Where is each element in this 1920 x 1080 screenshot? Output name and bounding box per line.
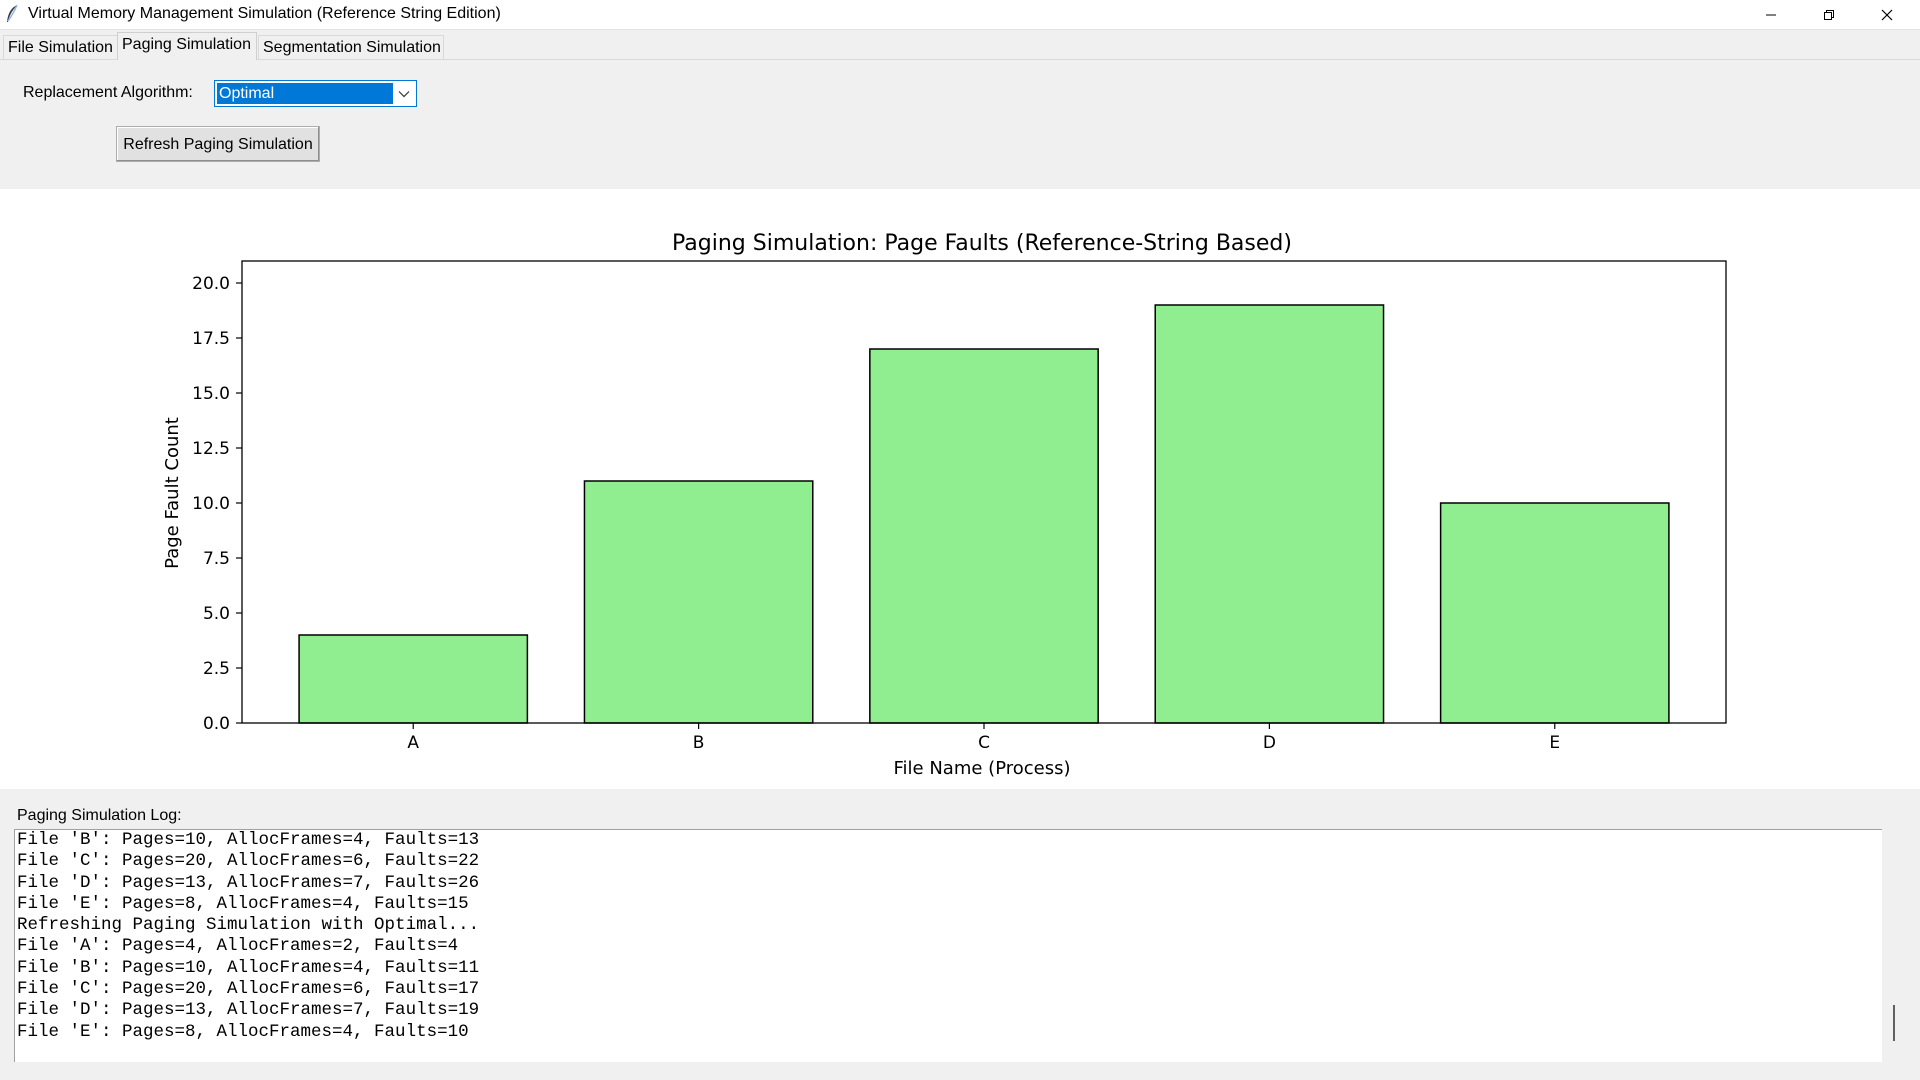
- log-line: File 'D': Pages=13, AllocFrames=7, Fault…: [17, 872, 480, 893]
- log-line: File 'C': Pages=20, AllocFrames=6, Fault…: [17, 979, 480, 1000]
- y-axis-label: Page Fault Count: [162, 417, 183, 569]
- tab-divider: [0, 59, 1920, 60]
- feather-icon: [7, 4, 18, 22]
- y-tick-label: 17.5: [192, 329, 230, 349]
- chart-title: Paging Simulation: Page Faults (Referenc…: [672, 231, 1292, 256]
- page-fault-chart: Paging Simulation: Page Faults (Referenc…: [162, 231, 1727, 779]
- tab-strip: File Simulation Paging Simulation Segmen…: [0, 30, 1920, 60]
- close-icon: [1881, 9, 1893, 20]
- plot-frame: [241, 260, 1727, 724]
- algorithm-selected-value[interactable]: Optimal: [216, 82, 394, 105]
- log-line: File 'B': Pages=10, AllocFrames=4, Fault…: [17, 830, 480, 850]
- algorithm-label: Replacement Algorithm:: [23, 84, 193, 101]
- log-line: File 'C': Pages=20, AllocFrames=6, Fault…: [17, 851, 480, 872]
- y-tick-label: 0.0: [203, 714, 230, 734]
- y-tick-label: 20.0: [192, 274, 230, 294]
- tab-segmentation-simulation[interactable]: Segmentation Simulation: [258, 35, 444, 59]
- chart-area: Paging Simulation: Page Faults (Referenc…: [0, 189, 1920, 789]
- log-line: File 'E': Pages=8, AllocFrames=4, Faults…: [17, 893, 469, 914]
- title-bar: Virtual Memory Management Simulation (Re…: [0, 0, 1920, 30]
- minimize-icon: [1766, 14, 1776, 15]
- dropdown-button[interactable]: [394, 84, 414, 103]
- x-tick-label: D: [1263, 733, 1276, 753]
- y-tick-label: 15.0: [192, 384, 230, 404]
- x-tick-label: B: [693, 733, 705, 753]
- bar-D: [1154, 304, 1385, 724]
- tab-file-simulation[interactable]: File Simulation: [3, 35, 119, 59]
- x-axis: A B C D E: [407, 723, 1560, 753]
- bar-A: [298, 634, 529, 724]
- restore-button[interactable]: [1800, 0, 1858, 29]
- log-line: Refreshing Paging Simulation with Optima…: [17, 915, 480, 936]
- bars-group: [298, 304, 1670, 724]
- log-line: File 'E': Pages=8, AllocFrames=4, Faults…: [17, 1021, 469, 1042]
- y-tick-label: 10.0: [192, 494, 230, 514]
- y-tick-label: 2.5: [203, 659, 230, 679]
- restore-icon: [1824, 9, 1834, 20]
- bar-C: [869, 348, 1099, 724]
- log-line: File 'D': Pages=13, AllocFrames=7, Fault…: [17, 1000, 480, 1021]
- log-line: File 'A': Pages=4, AllocFrames=2, Faults…: [17, 936, 459, 957]
- y-tick-label: 12.5: [192, 439, 230, 459]
- bar-E: [1439, 502, 1670, 724]
- x-tick-label: E: [1549, 733, 1560, 753]
- y-axis: 0.0 2.5 5.0 7.5 10.0 12.5 15.0 17.5 20.0: [192, 274, 242, 734]
- close-button[interactable]: [1858, 0, 1916, 29]
- x-axis-label: File Name (Process): [894, 758, 1071, 779]
- log-lines: File 'B': Pages=10, AllocFrames=4, Fault…: [17, 830, 479, 1043]
- chevron-down-icon: [398, 90, 410, 97]
- y-tick-label: 7.5: [203, 549, 230, 569]
- log-line: File 'B': Pages=10, AllocFrames=4, Fault…: [17, 957, 480, 978]
- window-title: Virtual Memory Management Simulation (Re…: [28, 5, 501, 22]
- log-label: Paging Simulation Log:: [17, 807, 182, 824]
- tab-paging-simulation[interactable]: Paging Simulation: [117, 32, 257, 60]
- y-tick-label: 5.0: [203, 604, 230, 624]
- bar-B: [583, 480, 814, 724]
- x-tick-label: A: [407, 733, 419, 753]
- x-tick-label: C: [978, 733, 990, 753]
- minimize-button[interactable]: [1742, 0, 1800, 29]
- log-scrollbar-thumb[interactable]: [1893, 1005, 1895, 1041]
- log-textarea[interactable]: File 'B': Pages=10, AllocFrames=4, Fault…: [14, 829, 1882, 1062]
- algorithm-combobox[interactable]: Optimal: [214, 80, 417, 107]
- refresh-paging-button[interactable]: Refresh Paging Simulation: [116, 126, 320, 162]
